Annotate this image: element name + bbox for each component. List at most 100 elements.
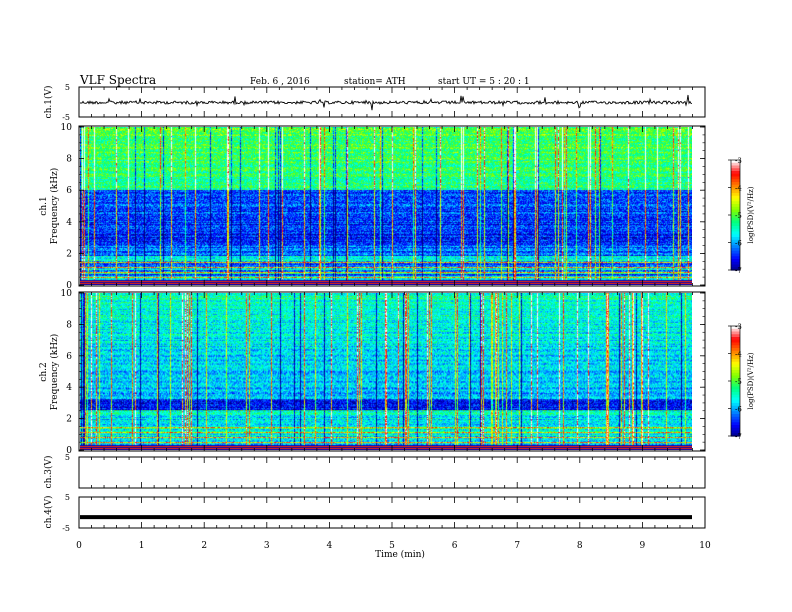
colorbar-swatch bbox=[731, 250, 740, 255]
colorbar-swatch bbox=[731, 190, 740, 194]
colorbar-swatch bbox=[731, 215, 740, 219]
colorbar-swatch bbox=[731, 328, 740, 333]
colorbar-swatch bbox=[731, 193, 740, 197]
colorbar-tick-label: -3 bbox=[735, 323, 742, 331]
colorbar-swatch bbox=[731, 334, 740, 338]
colorbar-swatch bbox=[731, 259, 740, 263]
colorbar-swatch bbox=[731, 403, 740, 407]
colorbar-tick-label: -3 bbox=[735, 157, 742, 165]
colorbar-swatch bbox=[731, 414, 740, 418]
ch1-spectrogram-ylabel-ch: ch.1 bbox=[39, 196, 49, 215]
colorbar-swatch bbox=[731, 350, 740, 355]
x-tick-label: 3 bbox=[264, 541, 270, 551]
colorbar-swatch bbox=[731, 359, 740, 363]
station-label: station= ATH bbox=[344, 77, 406, 87]
colorbar-tick-label: -7 bbox=[735, 267, 742, 275]
colorbar-swatch bbox=[731, 267, 740, 271]
colorbar-swatch bbox=[731, 348, 740, 352]
colorbar-swatch bbox=[731, 173, 740, 178]
ch4-waveform-ylabel: ch.4(V) bbox=[43, 496, 54, 529]
colorbar-swatch bbox=[731, 337, 740, 341]
colorbar-swatch bbox=[731, 372, 740, 377]
colorbar-swatch bbox=[731, 201, 740, 205]
ch2-spectrogram-ylabel-ch: ch.2 bbox=[39, 362, 49, 381]
x-tick-label: 7 bbox=[514, 541, 520, 551]
y-tick-label: 5 bbox=[65, 83, 70, 92]
colorbar-swatch bbox=[731, 176, 740, 180]
y-tick-label: 2 bbox=[66, 249, 72, 259]
x-tick-label: 9 bbox=[640, 541, 646, 551]
x-tick-label: 6 bbox=[452, 541, 458, 551]
colorbar-swatch bbox=[731, 195, 740, 200]
ch1-waveform-ylabel: ch.1(V) bbox=[43, 86, 54, 119]
x-tick-label: 5 bbox=[389, 541, 395, 551]
x-tick-label: 10 bbox=[699, 541, 711, 551]
colorbar-swatch bbox=[731, 179, 740, 183]
ch2-spectrogram-image bbox=[80, 293, 692, 450]
y-tick-label: -5 bbox=[62, 113, 70, 122]
colorbar-swatch bbox=[731, 367, 740, 371]
start-time-label: start UT = 5 : 20 : 1 bbox=[438, 77, 530, 87]
colorbar-swatch bbox=[731, 381, 740, 385]
ch1-spectrogram-image bbox=[80, 127, 692, 285]
ch2-spectrogram-ylabel-freq: Frequency (kHz) bbox=[49, 334, 60, 411]
colorbar-swatch bbox=[731, 394, 740, 399]
y-tick-label: 10 bbox=[61, 289, 73, 299]
x-tick-label: 8 bbox=[577, 541, 583, 551]
figure-title: VLF Spectra bbox=[79, 73, 156, 87]
colorbar-swatch bbox=[731, 383, 740, 388]
y-tick-label: 0 bbox=[66, 446, 72, 456]
x-tick-label: 4 bbox=[327, 541, 333, 551]
colorbar-swatch bbox=[731, 171, 740, 175]
colorbar-swatch bbox=[731, 392, 740, 396]
colorbar-swatch bbox=[731, 231, 740, 235]
colorbar-swatch bbox=[731, 361, 740, 366]
y-tick-label: 2 bbox=[66, 415, 72, 425]
colorbar-swatch bbox=[731, 375, 740, 379]
colorbar-swatch bbox=[731, 331, 740, 335]
colorbar-swatch bbox=[731, 223, 740, 227]
colorbar-swatch bbox=[731, 162, 740, 167]
colorbar-swatch bbox=[731, 397, 740, 401]
colorbar-swatch bbox=[731, 356, 740, 360]
colorbar-swatch bbox=[731, 248, 740, 252]
colorbar-swatch bbox=[731, 206, 740, 211]
colorbar-swatch bbox=[731, 400, 740, 404]
colorbar-swatch bbox=[731, 422, 740, 426]
colorbar-swatch bbox=[731, 433, 740, 437]
ch1-waveform-trace bbox=[79, 94, 693, 111]
colorbar-swatch bbox=[731, 425, 740, 429]
y-tick-label: -5 bbox=[62, 524, 70, 533]
colorbar-swatch bbox=[731, 430, 740, 434]
y-tick-label: 8 bbox=[66, 155, 72, 165]
date-label: Feb. 6 , 2016 bbox=[250, 77, 310, 87]
colorbar-swatch bbox=[731, 212, 740, 216]
colorbar-swatch bbox=[731, 419, 740, 423]
colorbar-swatch bbox=[731, 182, 740, 186]
colorbar-swatch bbox=[731, 364, 740, 368]
colorbar-tick-label: -4 bbox=[735, 185, 742, 193]
y-tick-label: 4 bbox=[66, 383, 72, 393]
x-tick-label: 0 bbox=[76, 541, 82, 551]
colorbar-swatch bbox=[731, 184, 740, 189]
colorbar-swatch bbox=[731, 209, 740, 213]
x-tick-label: 2 bbox=[201, 541, 207, 551]
ch1-colorbar-label: log(PSD)(V²/Hz) bbox=[747, 186, 755, 243]
colorbar-swatch bbox=[731, 220, 740, 224]
colorbar-swatch bbox=[731, 187, 740, 191]
colorbar-tick-label: -5 bbox=[735, 212, 742, 220]
colorbar-swatch bbox=[731, 264, 740, 268]
colorbar-swatch bbox=[731, 217, 740, 222]
colorbar-swatch bbox=[731, 416, 740, 421]
colorbar-swatch bbox=[731, 408, 740, 412]
colorbar-tick-label: -4 bbox=[735, 351, 742, 359]
colorbar-swatch bbox=[731, 168, 740, 172]
colorbar-tick-label: -7 bbox=[735, 433, 742, 441]
y-tick-label: 6 bbox=[66, 186, 72, 196]
colorbar-swatch bbox=[731, 256, 740, 260]
y-tick-label: 5 bbox=[65, 453, 70, 462]
x-tick-label: 1 bbox=[139, 541, 145, 551]
colorbar-swatch bbox=[731, 326, 740, 330]
y-tick-label: 8 bbox=[66, 320, 72, 330]
colorbar-swatch bbox=[731, 386, 740, 390]
